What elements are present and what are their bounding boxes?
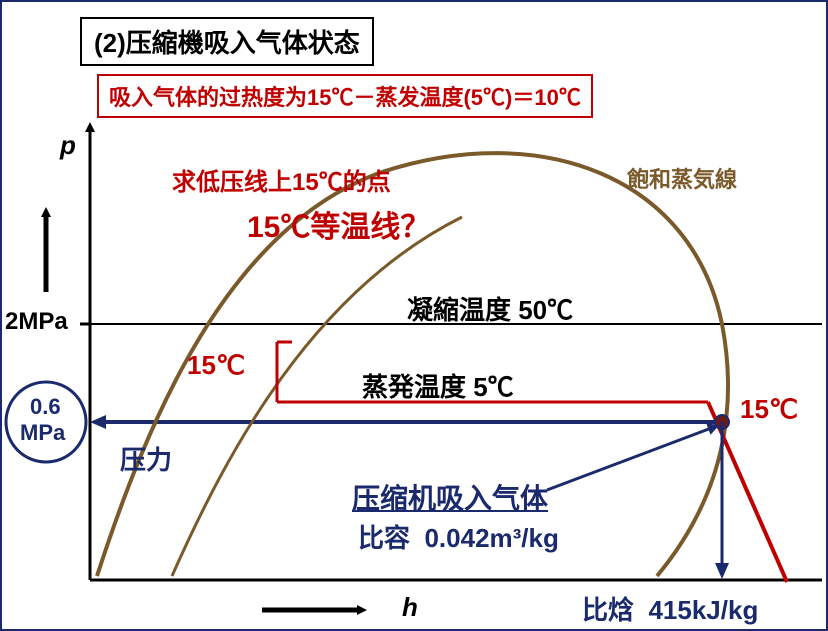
isotherm-q-label: 15℃等温线？ [247,202,430,246]
find-point-label: 求低压线上15℃的点 [172,162,391,197]
title-text: (2)压縮機吸入气体状态 [94,28,360,58]
temp-15-left-label: 15℃ [187,350,245,381]
spec-vol-row: 比容 0.042m³/kg [358,518,559,555]
spec-enth-label: 比焓 [582,595,634,625]
spec-enth-value: 415kJ/kg [648,595,758,625]
circle-bottom-label: MPa [20,420,65,446]
callout-arrow [547,427,714,490]
circle-top-label: 0.6 [30,394,61,420]
spec-enth-row: 比焓 415kJ/kg [582,590,758,627]
temp-15-right-label: 15℃ [740,394,798,425]
y-tick-2mpa-label: 2MPa [5,308,68,336]
cond-temp-label: 凝縮温度 50℃ [407,290,573,327]
sat-vapor-label: 飽和蒸気線 [627,162,737,194]
spec-vol-value: 0.042m³/kg [424,523,558,553]
pressure-label: 压力 [120,440,172,477]
x-axis-label: h [402,592,418,623]
suction-gas-label: 压缩机吸入气体 [352,477,548,517]
evap-temp-label: 蒸発温度 5℃ [362,367,514,404]
subtitle-box: 吸入气体的过热度为15℃－蒸发温度(5℃)＝10℃ [97,74,593,118]
diagram-container: (2)压縮機吸入气体状态 吸入气体的过热度为15℃－蒸发温度(5℃)＝10℃ p… [0,0,828,631]
spec-vol-label: 比容 [358,523,410,553]
subtitle-text: 吸入气体的过热度为15℃－蒸发温度(5℃)＝10℃ [109,85,581,110]
title-box: (2)压縮機吸入气体状态 [80,17,374,66]
y-axis-label: p [60,130,76,161]
